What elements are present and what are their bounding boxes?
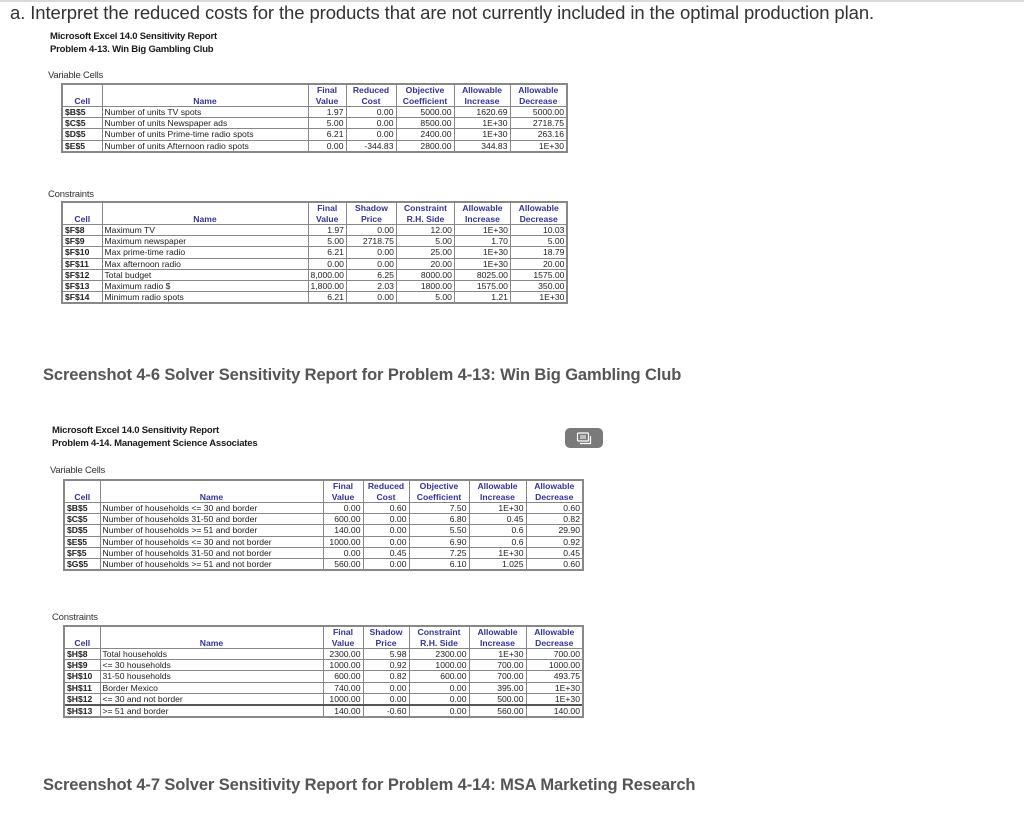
table-row: $B$5 Number of households <= 30 and bord… <box>63 502 584 514</box>
header-allowable-decrease: Allowable Decrease <box>509 202 569 225</box>
top-divider <box>0 0 1024 2</box>
copy-button[interactable] <box>565 428 603 448</box>
header-final-value: Final Value <box>307 84 347 107</box>
header-allowable-increase: Allowable Increase <box>453 84 511 107</box>
report2-variable-cells-label: Variable Cells <box>50 465 106 476</box>
header-final-value: Final Value <box>322 480 364 503</box>
header-cell: Cell <box>63 480 101 503</box>
table-row: $G$5 Number of households >= 51 and not … <box>63 558 584 571</box>
report1-variable-cells-table: Cell Name Final Value Reduced Cost Objecti… <box>61 83 568 153</box>
table-row: $H$10 31-50 households 600.00 0.82 600.0… <box>63 670 584 683</box>
table-row: $B$5 Number of units TV spots 1.97 0.00 … <box>61 106 568 118</box>
header-cell: Cell <box>61 84 103 107</box>
header-final-value: Final Value <box>322 626 364 649</box>
header-cell: Cell <box>61 202 103 225</box>
header-final-value: Final Value <box>307 202 347 225</box>
header-name: Name <box>101 202 309 225</box>
table-row: $C$5 Number of households 31-50 and bord… <box>63 513 584 525</box>
table-row: $F$9 Maximum newspaper 5.00 2718.75 5.00… <box>61 235 569 247</box>
header-shadow-price: Shadow Price <box>345 202 397 225</box>
table-row: $C$5 Number of units Newspaper ads 5.00 … <box>61 117 568 129</box>
header-allowable-decrease: Allowable Decrease <box>525 626 584 649</box>
report1-constraints-table: Cell Name Final Value Shadow Price Constra… <box>61 201 569 304</box>
header-allowable-decrease: Allowable Decrease <box>525 480 584 503</box>
header-cell: Cell <box>63 626 101 649</box>
table-row: $D$5 Number of households >= 51 and bord… <box>63 524 584 537</box>
table-row: $F$11 Max afternoon radio 0.00 0.00 20.0… <box>61 258 569 270</box>
header-objective-coefficient: Objective Coefficient <box>395 84 455 107</box>
report2-variable-cells-table: Cell Name Final Value Reduced Cost Objecti… <box>63 479 584 571</box>
report1-variable-cells-label: Variable Cells <box>48 70 104 81</box>
table-row: $H$11 Border Mexico 740.00 0.00 0.00 395… <box>63 682 584 694</box>
copy-icon <box>576 431 592 444</box>
report1-title: Microsoft Excel 14.0 Sensitivity Report … <box>50 30 217 56</box>
table-row: $H$8 Total households 2300.00 5.98 2300.… <box>63 648 584 660</box>
table-row: $F$13 Maximum radio $ 1,800.00 2.03 1800… <box>61 280 569 292</box>
question-text: a. Interpret the reduced costs for the p… <box>10 2 875 23</box>
table-row: $H$13 >= 51 and border 140.00 -0.60 0.00… <box>63 705 584 718</box>
header-allowable-increase: Allowable Increase <box>468 626 527 649</box>
report2-title: Microsoft Excel 14.0 Sensitivity Report … <box>52 424 258 450</box>
report1-title-line2: Problem 4-13. Win Big Gambling Club <box>50 44 214 55</box>
table-row: $F$10 Max prime-time radio 6.21 0.00 25.… <box>61 246 569 259</box>
table-row: $H$9 <= 30 households 1000.00 0.92 1000.… <box>63 659 584 671</box>
header-reduced-cost: Reduced Cost <box>345 84 397 107</box>
report2-title-line2: Problem 4-14. Management Science Associa… <box>52 438 258 449</box>
header-constraint-rhs: Constraint R.H. Side <box>408 626 470 649</box>
report1-title-line1: Microsoft Excel 14.0 Sensitivity Report <box>50 31 217 42</box>
header-reduced-cost: Reduced Cost <box>362 480 410 503</box>
header-name: Name <box>101 84 309 107</box>
table-row: $F$12 Total budget 8,000.00 6.25 8000.00… <box>61 269 569 281</box>
table-row: $D$5 Number of units Prime-time radio sp… <box>61 128 568 141</box>
header-allowable-decrease: Allowable Decrease <box>509 84 568 107</box>
header-allowable-increase: Allowable Increase <box>453 202 511 225</box>
header-name: Name <box>99 480 324 503</box>
header-objective-coefficient: Objective Coefficient <box>408 480 470 503</box>
header-constraint-rhs: Constraint R.H. Side <box>395 202 455 225</box>
header-shadow-price: Shadow Price <box>362 626 410 649</box>
table-row: $E$5 Number of units Afternoon radio spo… <box>61 140 568 152</box>
table-row: $H$12 <= 30 and not border 1000.00 0.00 … <box>63 693 584 706</box>
header-allowable-increase: Allowable Increase <box>468 480 527 503</box>
report2-constraints-label: Constraints <box>52 612 98 623</box>
report2-constraints-table: Cell Name Final Value Shadow Price Constra… <box>63 625 584 718</box>
table-row: $F$8 Maximum TV 1.97 0.00 12.00 1E+30 10… <box>61 224 569 236</box>
table-row: $F$14 Minimum radio spots 6.21 0.00 5.00… <box>61 291 569 304</box>
report1-constraints-label: Constraints <box>48 189 94 200</box>
header-name: Name <box>99 626 324 649</box>
report2-caption: Screenshot 4-7 Solver Sensitivity Report… <box>43 776 696 794</box>
table-row: $F$5 Number of households 31-50 and not … <box>63 547 584 559</box>
table-row: $E$5 Number of households <= 30 and not … <box>63 536 584 548</box>
report1-caption: Screenshot 4-6 Solver Sensitivity Report… <box>43 366 682 384</box>
report2-title-line1: Microsoft Excel 14.0 Sensitivity Report <box>52 425 219 436</box>
